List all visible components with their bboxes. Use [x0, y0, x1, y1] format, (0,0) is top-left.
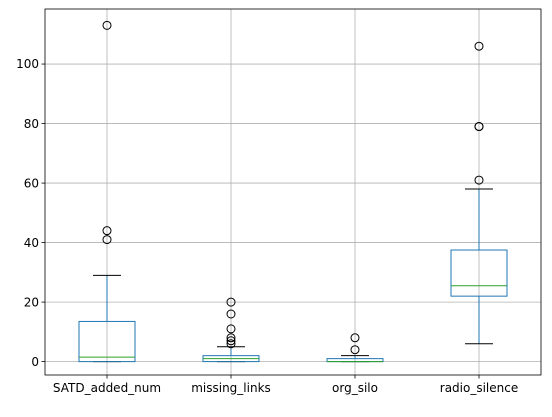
y-tick-label: 20 [24, 295, 39, 309]
y-tick-label: 40 [24, 236, 39, 250]
box-group [78, 20, 136, 363]
outlier-point [226, 339, 236, 349]
x-tick-label: SATD_added_num [53, 381, 161, 395]
box-group [202, 297, 260, 363]
box-group [450, 41, 508, 345]
outlier-point [102, 20, 112, 30]
outlier-point [226, 297, 236, 307]
outlier-point [474, 41, 484, 51]
outlier-point [226, 333, 236, 343]
axes-layer: 0 20 40 60 80 100 SATD_added_num missing_links o… [16, 8, 542, 395]
y-tick-label: 0 [31, 355, 39, 369]
iqr-box [78, 320, 136, 363]
grid-layer [45, 9, 541, 375]
box-group [326, 333, 384, 363]
x-tick-label: missing_links [191, 381, 271, 395]
outlier-point [474, 122, 484, 132]
outlier-point [226, 324, 236, 334]
outlier-point [350, 333, 360, 343]
x-tick-label: radio_silence [440, 381, 518, 395]
iqr-box [450, 249, 508, 297]
x-tick-label: org_silo [332, 381, 378, 395]
y-tick-label: 100 [16, 57, 39, 71]
outlier-point [474, 175, 484, 185]
y-tick-label: 60 [24, 176, 39, 190]
outlier-point [350, 345, 360, 355]
outlier-point [102, 226, 112, 236]
outlier-point [102, 235, 112, 245]
axes-frame [44, 8, 542, 376]
plot-layer [78, 20, 508, 363]
y-tick-label: 80 [24, 117, 39, 131]
outlier-point [226, 336, 236, 346]
outlier-point [226, 309, 236, 319]
